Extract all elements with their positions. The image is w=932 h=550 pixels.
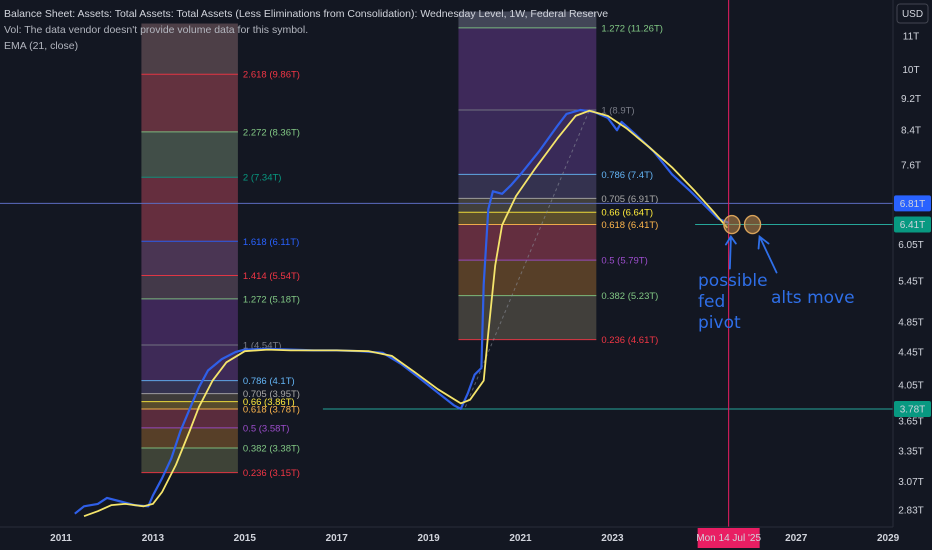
fib-band <box>458 224 597 261</box>
x-tick-label: 2011 <box>50 533 72 544</box>
fib-level-label: 1 (4.54T) <box>243 340 282 351</box>
fib-level-label: 0.705 (3.95T) <box>243 389 300 400</box>
annotation-possible-fed-pivot: pivot <box>698 313 741 333</box>
fib-level-label: 1.272 (5.18T) <box>243 294 300 305</box>
crosshair-date-label: Mon 14 Jul '25 <box>696 533 761 544</box>
fib-band <box>141 275 238 299</box>
fib-band <box>141 298 238 345</box>
y-tick-label: 4.45T <box>898 347 924 358</box>
fib-band <box>141 241 238 276</box>
currency-label: USD <box>902 9 923 20</box>
price-axis[interactable] <box>893 0 932 550</box>
fib-band <box>458 11 597 28</box>
fib-level-label: 0.618 (6.41T) <box>601 220 658 231</box>
price-tag-label: 6.41T <box>900 220 926 231</box>
fib-band <box>458 109 597 175</box>
fib-level-label: 2.272 (8.36T) <box>243 127 300 138</box>
y-tick-label: 3.35T <box>898 447 924 458</box>
fib-level-label: 0.236 (4.61T) <box>601 335 658 346</box>
fib-level-label: 0.5 (3.58T) <box>243 423 289 434</box>
fib-level-label: 2.618 (9.86T) <box>243 70 300 81</box>
fib-level-label: 0.66 (6.64T) <box>601 208 653 219</box>
price-tag <box>894 216 931 233</box>
x-tick-label: 2017 <box>326 533 349 544</box>
fib-band <box>458 260 597 296</box>
alts-arrow <box>757 234 778 274</box>
y-tick-label: 3.65T <box>898 417 924 428</box>
y-tick-label: 2.83T <box>898 506 924 517</box>
price-tag-label: 6.81T <box>900 199 926 210</box>
fib-level-label: 0.5 (5.79T) <box>601 256 647 267</box>
fib-level-label: 0.236 (3.15T) <box>243 468 300 479</box>
fib-band <box>458 198 597 213</box>
y-tick-label: 6.05T <box>898 240 924 251</box>
y-tick-label: 10T <box>902 65 919 76</box>
fib-extension-1[interactable]: 2.618 (9.86T) 2.272 (8.36T) 2 (7.34T) 1.618… <box>141 23 300 480</box>
y-tick-label: 7.6T <box>901 161 921 172</box>
fib-level-label: 0.66 (3.86T) <box>243 397 295 408</box>
fib-band <box>141 131 238 178</box>
x-tick-label: 2021 <box>509 533 532 544</box>
x-tick-label: 2015 <box>234 533 257 544</box>
y-tick-label: 3.07T <box>898 477 924 488</box>
fib-band <box>458 174 597 199</box>
fib-level-label: 0.618 (3.78T) <box>243 404 300 415</box>
pivot-arrow <box>724 234 737 270</box>
fib-level-label: 1.414 (5.54T) <box>243 271 300 282</box>
legend-title: Balance Sheet: Assets: Total Assets: Tot… <box>4 8 609 20</box>
x-tick-label: 2019 <box>417 533 440 544</box>
fib-level-label: 1.618 (6.11T) <box>243 237 299 248</box>
crosshair-date-tag <box>697 528 760 548</box>
y-tick-label: 4.85T <box>898 317 924 328</box>
x-tick-label: 2023 <box>601 533 624 544</box>
legend-vol-note: Vol: The data vendor doesn't provide vol… <box>4 24 309 36</box>
currency-button[interactable] <box>896 3 929 24</box>
price-tag-label: 3.78T <box>900 404 926 415</box>
fib-band <box>458 27 597 110</box>
fib-level-label: 0.786 (4.1T) <box>243 376 295 387</box>
fib-band <box>141 177 238 242</box>
fib-level-label: 0.705 (6.91T) <box>601 194 658 205</box>
y-tick-label: 11T <box>903 32 920 43</box>
y-tick-label: 4.05T <box>898 380 924 391</box>
pivot-circle[interactable] <box>723 214 741 235</box>
ema-line <box>83 109 728 518</box>
fib-band <box>141 427 238 448</box>
fib-level-label: 0.382 (3.38T) <box>243 443 300 454</box>
fib-band <box>458 212 597 225</box>
fib-band <box>458 295 597 340</box>
fib-level-label: 0.382 (5.23T) <box>601 291 658 302</box>
fib-level-label: 1 (8.9T) <box>601 105 634 116</box>
fib-band <box>141 380 238 394</box>
fib-band <box>141 408 238 428</box>
annotation-possible-fed-pivot: fed <box>698 292 725 312</box>
price-tag <box>894 195 931 212</box>
fib-band <box>141 393 238 402</box>
price-tag <box>894 400 931 417</box>
y-tick-label: 8.4T <box>901 126 921 137</box>
fib-band <box>141 74 238 132</box>
fib-level-label: 1.272 (11.26T) <box>601 23 663 34</box>
balance-sheet-line <box>74 108 730 515</box>
fib-band <box>141 401 238 409</box>
legend-ema: EMA (21, close) <box>4 40 79 52</box>
chart-legend: Balance Sheet: Assets: Total Assets: Tot… <box>4 6 608 54</box>
x-tick-label: 2027 <box>785 533 808 544</box>
x-tick-label: 2029 <box>877 533 900 544</box>
y-tick-label: 5.45T <box>898 277 924 288</box>
y-tick-label: 9.2T <box>901 94 921 105</box>
fib-band <box>141 344 238 381</box>
fib-level-label: 2 (7.34T) <box>243 173 282 184</box>
alts-circle[interactable] <box>743 214 762 235</box>
annotation-possible-fed-pivot: possible <box>698 271 768 291</box>
fib-band <box>141 23 238 75</box>
annotation-alts-move: alts move <box>771 288 855 308</box>
fib-band <box>141 447 238 473</box>
x-tick-label: 2013 <box>142 533 165 544</box>
fib-level-label: 0.786 (7.4T) <box>601 170 653 181</box>
